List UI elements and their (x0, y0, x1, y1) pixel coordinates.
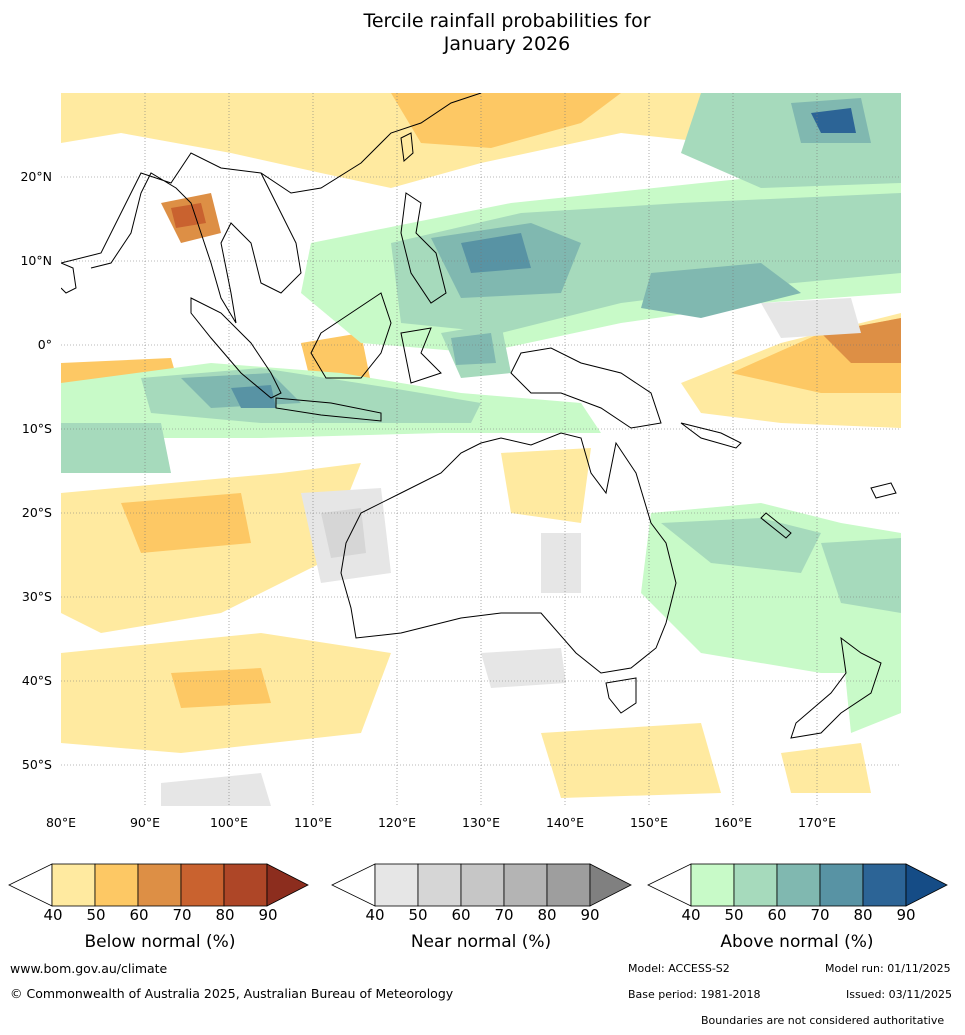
tick-below-90: 90 (258, 906, 278, 924)
lon-label-80e: 80°E (45, 815, 77, 830)
tick-below-80: 80 (215, 906, 235, 924)
cbar-near-1 (417, 863, 462, 907)
cbar-below-3 (180, 863, 225, 907)
tick-near-50: 50 (408, 906, 428, 924)
lon-label-90e: 90°E (129, 815, 161, 830)
tick-above-90: 90 (896, 906, 916, 924)
colorbar-above-normal (647, 863, 948, 907)
lat-label-50s: 50°S (21, 757, 52, 772)
tick-near-90: 90 (580, 906, 600, 924)
sumatra-outline (190, 297, 282, 399)
cbar-above-5 (905, 863, 948, 907)
tasmania-outline (605, 677, 637, 714)
fiji-outline (870, 482, 897, 499)
cbar-above-4 (862, 863, 907, 907)
website-link[interactable]: www.bom.gov.au/climate (10, 961, 168, 976)
disclaimer: Boundaries are not considered authoritat… (701, 1014, 945, 1027)
tick-below-60: 60 (129, 906, 149, 924)
lon-label-100e: 100°E (209, 815, 248, 830)
tick-above-50: 50 (724, 906, 744, 924)
lat-label-10s: 10°S (21, 421, 52, 436)
mainland-asia-outline (61, 93, 482, 324)
sulawesi-outline (400, 327, 442, 384)
colorbar-title-near: Near normal (%) (410, 932, 552, 952)
tick-above-80: 80 (853, 906, 873, 924)
lat-label-20n: 20°N (20, 169, 52, 184)
cbar-near-4 (546, 863, 591, 907)
cbar-near-2 (460, 863, 505, 907)
sri-lanka-outline (61, 262, 77, 294)
tick-near-70: 70 (494, 906, 514, 924)
lon-label-110e: 110°E (293, 815, 332, 830)
cbar-below-0 (51, 863, 96, 907)
rainfall-probability-map (61, 93, 901, 806)
tick-above-60: 60 (767, 906, 787, 924)
near-normal-patches (161, 298, 861, 806)
solomon-islands-outline (680, 422, 742, 449)
colorbar-title-below: Below normal (%) (84, 932, 236, 952)
cbar-near-5 (589, 863, 632, 907)
tick-below-50: 50 (86, 906, 106, 924)
lon-label-130e: 130°E (461, 815, 500, 830)
model-name: Model: ACCESS-S2 (628, 962, 730, 975)
chart-title: Tercile rainfall probabilities for Janua… (0, 10, 965, 56)
borneo-outline (310, 292, 392, 379)
new-caledonia-outline (760, 512, 792, 539)
cbar-below-4 (223, 863, 268, 907)
cbar-near-0 (374, 863, 419, 907)
lon-label-150e: 150°E (629, 815, 668, 830)
lon-label-140e: 140°E (545, 815, 584, 830)
australia-outline (340, 432, 677, 674)
cbar-above-3 (819, 863, 864, 907)
title-line-2: January 2026 (443, 33, 571, 55)
lon-label-160e: 160°E (713, 815, 752, 830)
new-guinea-outline (510, 347, 662, 429)
tick-below-40: 40 (43, 906, 63, 924)
copyright-text: © Commonwealth of Australia 2025, Austra… (10, 986, 454, 1001)
cbar-below-1 (94, 863, 139, 907)
colorbar-title-above: Above normal (%) (720, 932, 874, 952)
lat-label-40s: 40°S (21, 673, 52, 688)
lat-label-30s: 30°S (21, 589, 52, 604)
base-period: Base period: 1981-2018 (628, 988, 761, 1001)
map-svg (61, 93, 901, 806)
graticule (61, 93, 901, 806)
tick-near-80: 80 (537, 906, 557, 924)
cbar-below-2 (137, 863, 182, 907)
cbar-above-1 (733, 863, 778, 907)
new-zealand-outline (790, 636, 882, 739)
lat-label-0: 0° (37, 337, 52, 352)
cbar-above-0 (690, 863, 735, 907)
lon-label-120e: 120°E (377, 815, 416, 830)
model-run: Model run: 01/11/2025 (825, 962, 951, 975)
below-normal-patches (61, 93, 901, 798)
lat-label-10n: 10°N (20, 253, 52, 268)
cbar-below-5 (266, 863, 309, 907)
tick-above-40: 40 (681, 906, 701, 924)
lon-label-170e: 170°E (797, 815, 836, 830)
cbar-near-3 (503, 863, 548, 907)
taiwan-outline (400, 132, 414, 163)
tick-near-40: 40 (365, 906, 385, 924)
tick-near-60: 60 (451, 906, 471, 924)
issued-date: Issued: 03/11/2025 (846, 988, 953, 1001)
colorbar-below-normal (8, 863, 309, 907)
title-line-1: Tercile rainfall probabilities for (363, 10, 651, 32)
coastlines (61, 93, 897, 739)
colorbar-near-normal (331, 863, 632, 907)
java-outline (275, 397, 382, 422)
cbar-above-2 (776, 863, 821, 907)
tick-above-70: 70 (810, 906, 830, 924)
tick-below-70: 70 (172, 906, 192, 924)
lat-label-20s: 20°S (21, 505, 52, 520)
philippines-outline (400, 192, 447, 304)
